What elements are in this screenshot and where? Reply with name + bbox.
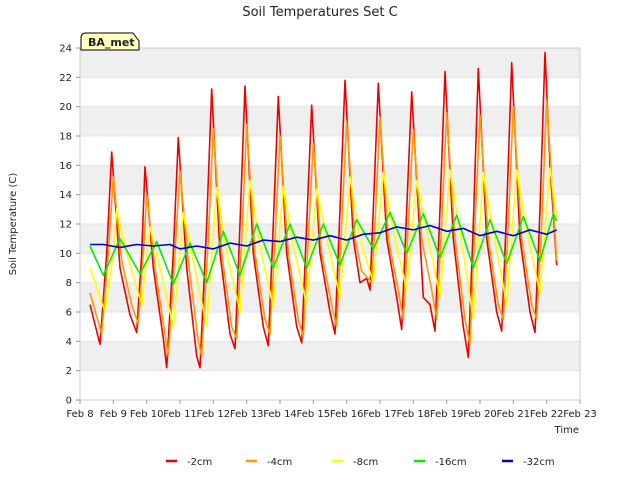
y-tick-label: 16 (59, 161, 72, 172)
x-tick-label: Feb 17 (363, 409, 397, 420)
x-tick-label: Feb 8 (66, 409, 93, 420)
legend-label: -2cm (187, 457, 212, 468)
grid-band (80, 341, 580, 371)
series-line-m8cm (89, 167, 558, 328)
y-tick-label: 22 (59, 73, 72, 84)
x-tick-label: Feb 21 (497, 409, 531, 420)
x-tick-label: Feb 23 (563, 409, 597, 420)
series-line-m2cm (89, 51, 558, 369)
y-tick-label: 10 (59, 249, 72, 260)
x-tick-label: Feb 15 (297, 409, 331, 420)
legend-label: -8cm (353, 457, 378, 468)
y-tick-label: 0 (66, 396, 72, 407)
grid-band (80, 48, 580, 78)
x-axis-label: Time (554, 425, 579, 436)
x-tick-label: Feb 9 (100, 409, 127, 420)
series-line-m16cm (89, 211, 558, 285)
x-tick-label: Feb 12 (197, 409, 231, 420)
grid-band (80, 106, 580, 136)
y-tick-label: 14 (59, 190, 72, 201)
series-layer (89, 51, 558, 369)
y-tick-label: 4 (66, 337, 72, 348)
x-axis: Feb 8 Feb 9 Feb 10 Feb 11 Feb 12 Feb 13 Feb 14… (66, 400, 597, 420)
station-label-background (80, 32, 140, 51)
plot-background (80, 47, 580, 401)
legend-label: -32cm (523, 457, 555, 468)
y-tick-label: 20 (59, 102, 72, 113)
legend: -2cm -4cm -8cm -16cm -32cm (166, 457, 555, 468)
x-tick-label: Feb 16 (330, 409, 364, 420)
y-tick-label: 18 (59, 132, 72, 143)
series-line-m4cm (89, 98, 558, 357)
y-tick-label: 24 (59, 44, 72, 55)
grid-band (80, 165, 580, 195)
x-tick-label: Feb 11 (163, 409, 197, 420)
y-tick-label: 2 (66, 366, 72, 377)
x-tick-label: Feb 14 (263, 409, 297, 420)
x-tick-label: Feb 13 (230, 409, 264, 420)
station-label: BA_met (88, 36, 135, 49)
y-tick-label: 6 (66, 308, 72, 319)
legend-label: -4cm (267, 457, 292, 468)
y-tick-label: 8 (66, 278, 72, 289)
x-tick-label: Feb 20 (463, 409, 497, 420)
x-tick-label: Feb 18 (397, 409, 431, 420)
chart-title: Soil Temperatures Set C (242, 5, 397, 20)
x-tick-label: Feb 22 (530, 409, 564, 420)
x-tick-label: Feb 10 (130, 409, 164, 420)
legend-label: -16cm (435, 457, 467, 468)
series-line-m32cm (90, 224, 558, 250)
x-tick-label: Feb 19 (430, 409, 464, 420)
y-tick-label: 12 (59, 220, 72, 231)
y-axis-label: Soil Temperature (C) (8, 173, 19, 276)
station-label-box: BA_met (80, 32, 140, 51)
